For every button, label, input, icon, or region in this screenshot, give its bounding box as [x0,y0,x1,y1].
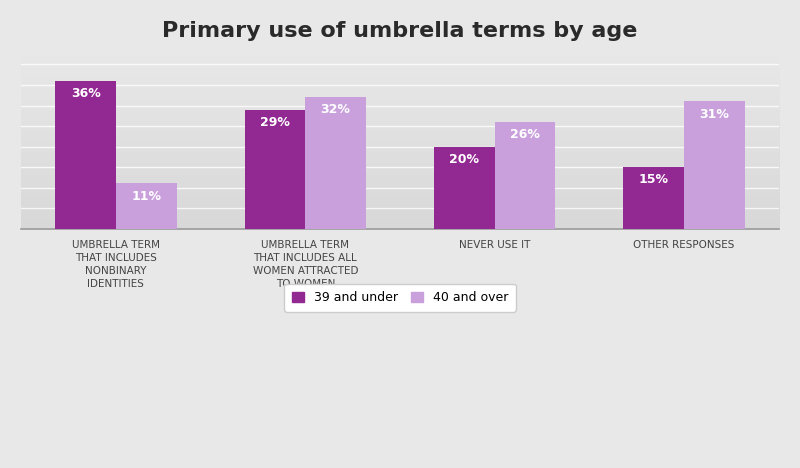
Bar [684,102,745,228]
Text: 32%: 32% [321,103,350,117]
Bar [116,183,177,228]
Bar [55,81,116,228]
Bar [434,146,494,228]
Text: 36%: 36% [70,87,101,100]
Text: 26%: 26% [510,128,540,141]
Bar [306,97,366,228]
Text: 20%: 20% [450,153,479,166]
Legend: 39 and under, 40 and over: 39 and under, 40 and over [284,284,516,312]
Text: 29%: 29% [260,116,290,129]
Title: Primary use of umbrella terms by age: Primary use of umbrella terms by age [162,21,638,41]
Bar [494,122,555,228]
Text: 15%: 15% [638,173,669,186]
Bar [623,167,684,228]
Text: 31%: 31% [699,108,730,121]
Text: 11%: 11% [131,190,162,203]
Bar [245,110,306,228]
